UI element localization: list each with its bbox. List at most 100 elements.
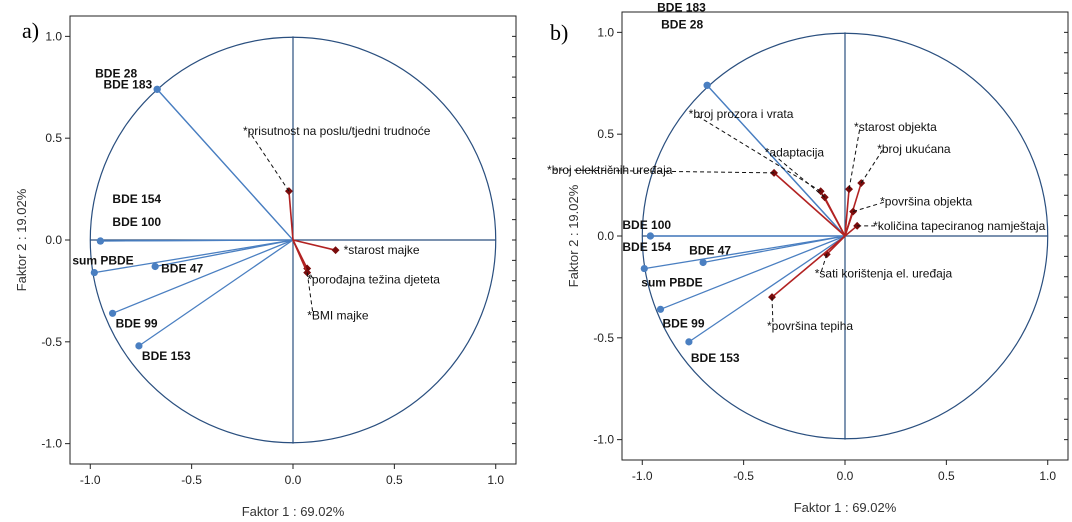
y-tick-label: 0.0: [45, 233, 62, 247]
vector-line: [292, 239, 308, 273]
y-tick-label: -1.0: [41, 437, 62, 451]
vector-line: [824, 196, 846, 237]
data-point: [640, 264, 648, 273]
x-tick-label: 0.0: [285, 473, 302, 487]
vector-line: [100, 239, 294, 242]
leader-line: [852, 201, 887, 213]
leader-line: [553, 169, 775, 174]
data-label: BDE 100: [622, 218, 671, 232]
x-tick-label: 0.0: [837, 469, 854, 483]
data-label: sum PBDE: [641, 276, 702, 290]
x-tick-label: 0.5: [386, 473, 403, 487]
data-label: sum PBDE: [72, 254, 133, 268]
data-point: [153, 85, 161, 93]
data-point: [703, 81, 711, 89]
x-tick-label: 1.0: [487, 473, 504, 487]
data-point: [857, 179, 866, 188]
vector-line: [94, 239, 294, 274]
data-label: BDE 28: [95, 66, 137, 80]
data-label: BDE 47: [689, 243, 731, 257]
data-point: [151, 262, 159, 271]
y-tick-label: 0.5: [597, 127, 614, 141]
vector-line: [156, 88, 294, 241]
chart-panel-a: -1.0 -0.5 0.0 0.5 1.0 1.0 0.5 0.0 -0.5 -1.0 Faktor…: [14, 15, 517, 519]
vector-line: [660, 235, 846, 310]
y-tick-label: -0.5: [593, 331, 614, 345]
vector-line: [155, 239, 294, 268]
x-tick-label: -1.0: [80, 473, 101, 487]
data-label: BDE 100: [112, 215, 161, 229]
data-label: BDE 153: [142, 349, 191, 363]
x-tick-label: -0.5: [181, 473, 202, 487]
data-label: *broj prozora i vrata: [689, 107, 794, 121]
vector-line: [292, 239, 336, 251]
data-label: *sati korištenja el. uređaja: [815, 266, 953, 280]
data-label: *adaptacija: [765, 145, 825, 159]
panel-label: b): [550, 20, 568, 45]
data-label: BDE 183: [103, 77, 152, 91]
data-label: *broj električnih uređaja: [547, 163, 673, 177]
x-tick-label: 1.0: [1039, 469, 1056, 483]
leader-line: [694, 113, 821, 192]
data-label: BDE 47: [161, 261, 203, 275]
x-tick-label: 0.5: [938, 469, 955, 483]
leader-line: [848, 127, 861, 190]
data-label: *starost objekta: [854, 120, 937, 134]
data-point: [656, 305, 665, 313]
leader-line: [248, 130, 290, 192]
data-label: BDE 183: [657, 0, 706, 14]
y-axis-label: Faktor 2 : 19.02%: [14, 188, 29, 291]
leader-line: [820, 254, 828, 274]
data-label: *broj ukućana: [877, 142, 951, 156]
data-label: BDE 99: [663, 316, 705, 330]
data-label: BDE 154: [622, 240, 671, 254]
data-point: [849, 207, 858, 216]
vector-line: [844, 211, 854, 237]
x-tick-label: -1.0: [632, 469, 653, 483]
vector-line: [288, 191, 294, 241]
data-label: BDE 154: [112, 192, 161, 206]
vector-line: [112, 239, 294, 314]
chart-panel-b: -1.0 -0.5 0.0 0.5 1.0 1.0 0.5 0.0 -0.5 -1.0 Faktor…: [547, 0, 1069, 515]
data-point: [646, 232, 654, 240]
data-label: BDE 28: [661, 17, 703, 31]
data-point: [135, 342, 143, 350]
data-point: [303, 268, 312, 277]
x-axis-label: Faktor 1 : 69.02%: [242, 504, 345, 519]
data-label: BDE 153: [691, 351, 740, 365]
y-tick-label: -1.0: [593, 433, 614, 447]
y-tick-label: 1.0: [597, 25, 614, 39]
data-point: [331, 246, 340, 255]
vector-line: [644, 235, 846, 270]
x-axis-label: Faktor 1 : 69.02%: [794, 500, 897, 515]
data-label: *površina objekta: [880, 195, 972, 209]
leader-line: [306, 272, 314, 316]
y-tick-label: 1.0: [45, 29, 62, 43]
data-point: [96, 237, 105, 245]
data-label: *starost majke: [344, 243, 420, 257]
data-point: [90, 268, 98, 277]
y-tick-label: -0.5: [41, 335, 62, 349]
x-tick-label: -0.5: [733, 469, 754, 483]
vector-line: [688, 235, 846, 343]
data-label: BDE 99: [116, 316, 158, 330]
data-label: *porođajna težina djeteta: [307, 273, 440, 287]
vector-line: [773, 172, 846, 237]
y-tick-label: 0.5: [45, 131, 62, 145]
data-label: *količina tapeciranog namještaja: [873, 219, 1045, 233]
data-label: *BMI majke: [307, 309, 369, 323]
data-label: *površina tepiha: [767, 319, 853, 333]
data-point: [685, 338, 693, 346]
y-axis-label: Faktor 2 : 19.02%: [566, 184, 581, 287]
panel-label: a): [22, 18, 39, 43]
data-label: *prisutnost na poslu/tjedni trudnoće: [243, 124, 431, 138]
vector-line: [844, 189, 850, 237]
vector-line: [706, 84, 846, 237]
leader-line: [770, 151, 826, 198]
data-point: [699, 258, 707, 267]
y-tick-label: 0.0: [597, 229, 614, 243]
vector-line: [138, 239, 294, 347]
data-point: [108, 309, 117, 317]
vector-line: [771, 235, 846, 298]
